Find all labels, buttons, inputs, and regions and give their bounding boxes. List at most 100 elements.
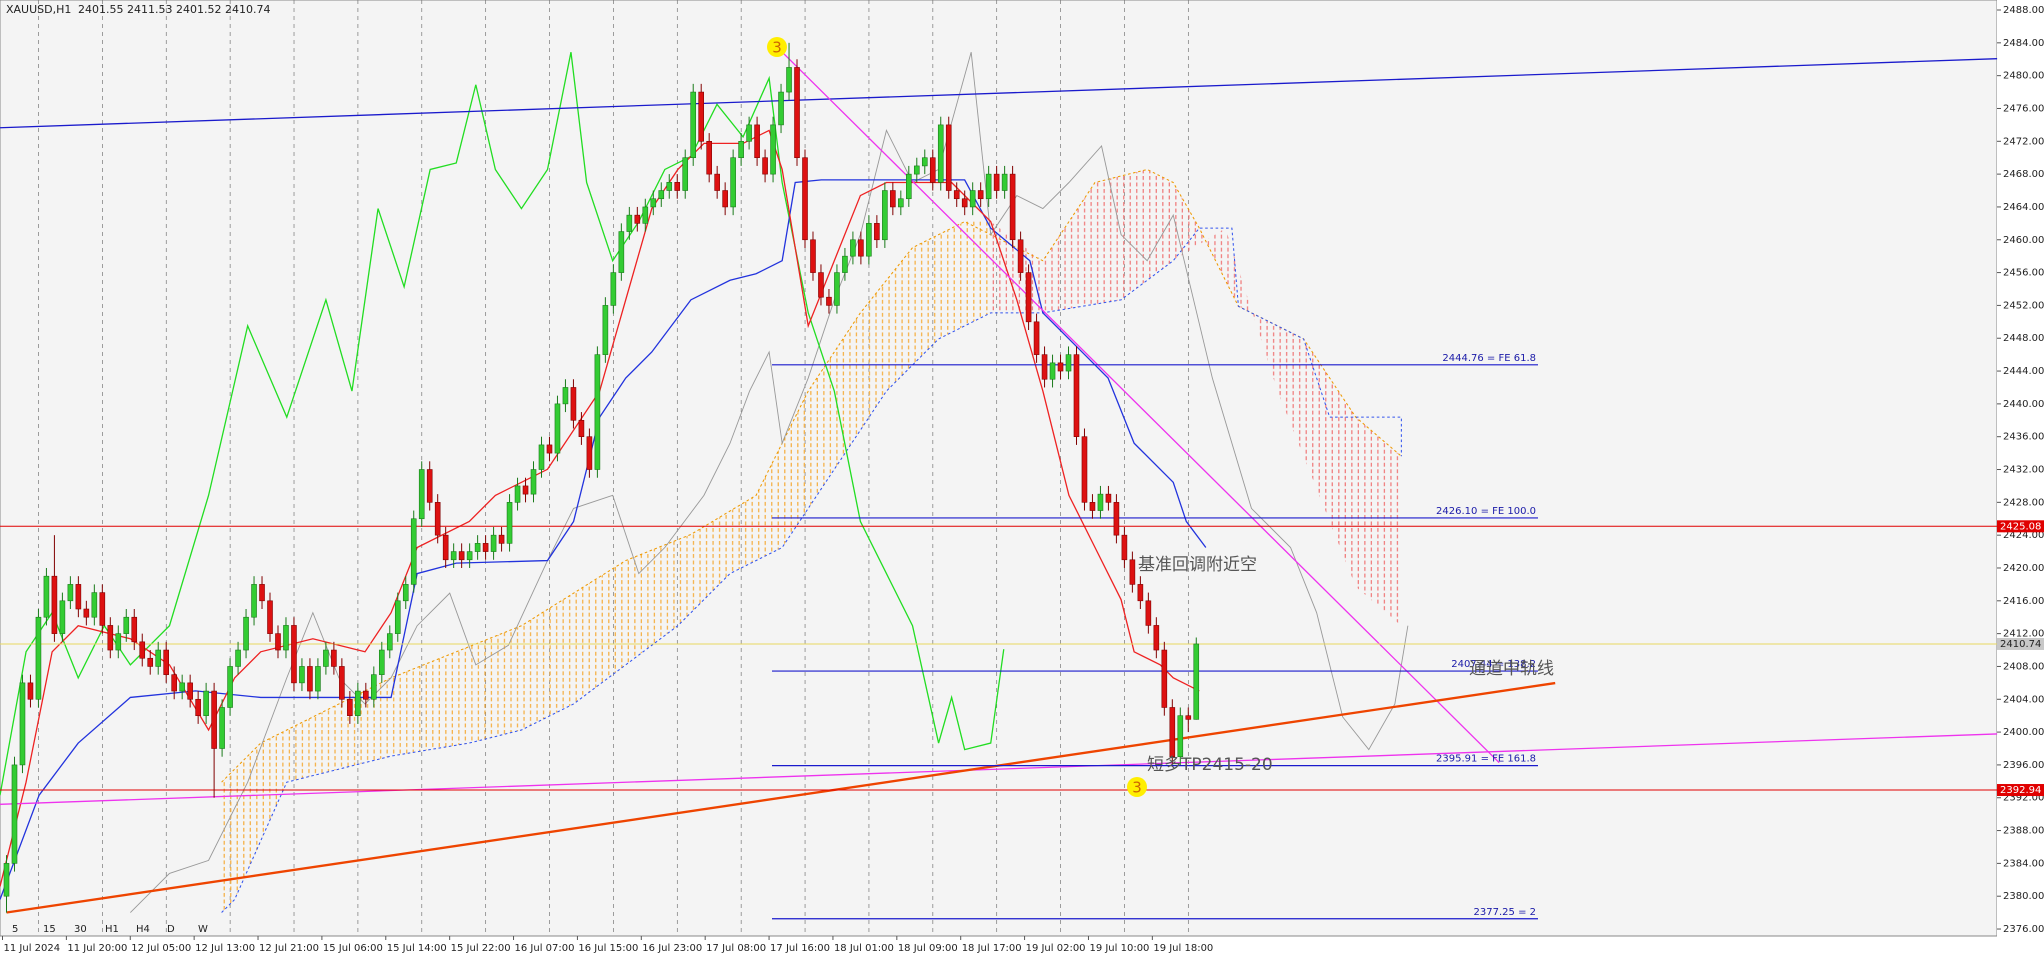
chikou-span [0, 52, 1005, 796]
candle-body [243, 616, 249, 651]
y-tick-label: 2452.00 [2003, 300, 2044, 311]
candle-body [1129, 559, 1136, 585]
y-tick-label: 2456.00 [2003, 268, 2044, 279]
candle-body [27, 682, 34, 700]
candle-body [259, 584, 265, 602]
candle-body [131, 616, 138, 643]
candle-body [267, 600, 273, 634]
y-tick-label: 2396.00 [2003, 760, 2044, 771]
candle-body [514, 485, 521, 503]
ichimoku-cloud [990, 169, 1402, 626]
indicators [0, 46, 1998, 914]
x-tick-label: 19 Jul 18:00 [1153, 943, 1213, 954]
timeframe-button[interactable]: H1 [105, 924, 119, 935]
candle-body [1145, 600, 1152, 626]
candle-body [1137, 584, 1144, 602]
candle-body [115, 633, 122, 651]
candle-body [99, 592, 106, 626]
candle-body [219, 707, 225, 749]
x-tick-label: 19 Jul 10:00 [1089, 943, 1149, 954]
annotation: 通道中轨线 [1469, 659, 1554, 679]
x-tick-label: 12 Jul 13:00 [195, 943, 255, 954]
candle-body [171, 674, 177, 692]
candle-body [834, 272, 840, 306]
candle-body [434, 502, 441, 536]
timeframe-button[interactable]: 5 [12, 924, 18, 935]
price-axis [1997, 0, 2044, 960]
candle-body [1073, 354, 1080, 437]
trend-line [0, 58, 1998, 129]
x-tick-label: 16 Jul 15:00 [578, 943, 638, 954]
candle-body [235, 649, 241, 667]
candle-body [355, 690, 361, 716]
y-tick-label: 2460.00 [2003, 235, 2044, 246]
candle-body [786, 67, 792, 93]
candle-body [339, 666, 345, 700]
y-tick-label: 2420.00 [2003, 563, 2044, 574]
candle-body [426, 469, 433, 503]
candle-body [1025, 272, 1032, 323]
candle-body [937, 124, 944, 183]
timeframe-button[interactable]: W [198, 924, 208, 935]
candle-body [251, 584, 257, 618]
y-tick-label: 2444.00 [2003, 366, 2044, 377]
y-tick-label: 2484.00 [2003, 38, 2044, 49]
candle-body [211, 690, 217, 749]
candle-body [953, 190, 960, 200]
candle-body [283, 625, 289, 651]
wave-label: 3 [1132, 779, 1142, 797]
candle-body [307, 666, 313, 692]
candle-body [275, 633, 281, 651]
candle-body [1193, 643, 1200, 720]
timeframe-button[interactable]: 15 [43, 924, 56, 935]
candle-body [746, 124, 752, 142]
candle-body [866, 223, 872, 257]
candle-body [969, 190, 976, 208]
timeframe-button[interactable]: 30 [74, 924, 87, 935]
x-tick-label: 17 Jul 08:00 [706, 943, 766, 954]
trend-line [0, 733, 1998, 805]
plot-area [0, 0, 1998, 937]
x-tick-label: 18 Jul 17:00 [962, 943, 1022, 954]
candle-body [1097, 493, 1104, 511]
candle-body [1161, 649, 1168, 708]
candle-body [123, 616, 130, 634]
candle-body [442, 534, 449, 561]
price-tag-label: 2425.08 [2000, 521, 2041, 532]
candle-body [618, 231, 625, 273]
candle-body [810, 239, 816, 273]
candle-body [363, 690, 369, 700]
timeframe-button[interactable]: H4 [136, 924, 150, 935]
candle-body [35, 616, 42, 700]
candle-body [530, 469, 537, 495]
y-tick-label: 2488.00 [2003, 5, 2044, 16]
y-tick-label: 2388.00 [2003, 826, 2044, 837]
candle-body [1065, 354, 1072, 372]
senkou-b [221, 227, 1402, 913]
candle-body [682, 157, 689, 191]
candle-body [155, 649, 162, 667]
timeframe-button[interactable]: D [167, 924, 175, 935]
x-tick-label: 15 Jul 06:00 [323, 943, 383, 954]
candle-body [929, 157, 936, 183]
price-tag [1997, 637, 2044, 650]
wave-marker [767, 37, 787, 57]
candle-body [794, 67, 800, 159]
candle-body [602, 305, 609, 355]
candle-body [1121, 534, 1128, 561]
candle-body [890, 190, 896, 208]
x-tick-label: 11 Jul 20:00 [67, 943, 127, 954]
annotation: 基准回调附近空 [1138, 555, 1257, 575]
x-tick-label: 12 Jul 21:00 [259, 943, 319, 954]
fe-level-label: 2395.91 = FE 161.8 [1436, 754, 1536, 765]
candle-body [51, 575, 58, 634]
candle-body [706, 140, 712, 175]
x-tick-label: 18 Jul 09:00 [898, 943, 958, 954]
candle-body [714, 173, 720, 191]
candle-body [985, 173, 992, 200]
ichimoku-cloud [221, 221, 991, 913]
candle-body [634, 214, 641, 224]
y-tick-label: 2468.00 [2003, 169, 2044, 180]
candle-body [187, 682, 193, 700]
candle-body [586, 436, 593, 470]
